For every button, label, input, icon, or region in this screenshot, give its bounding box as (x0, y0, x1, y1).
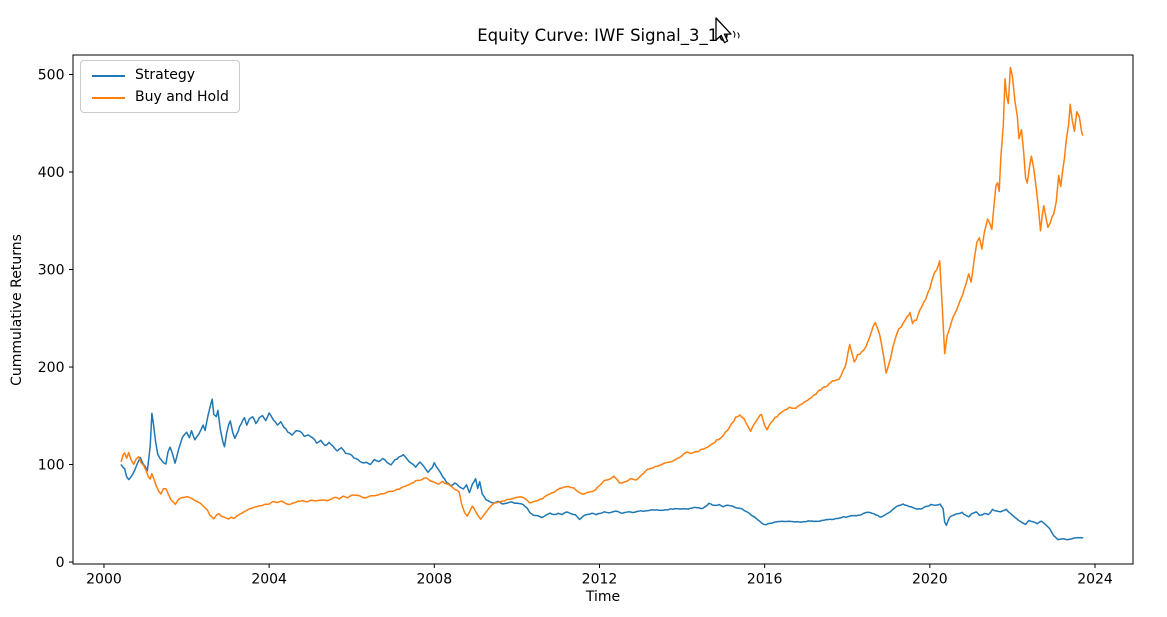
x-axis-label: Time (585, 589, 620, 605)
plot-frame (72, 54, 1134, 565)
legend-label-strategy: Strategy (135, 67, 195, 83)
x-tick-label-2000: 2000 (86, 572, 122, 588)
legend-item-buy-and-hold: Buy and Hold (92, 88, 229, 107)
y-tick-label-0: 0 (56, 555, 65, 571)
legend-item-strategy: Strategy (92, 66, 229, 85)
x-tick-label-2012: 2012 (582, 572, 618, 588)
x-tick-label-2024: 2024 (1077, 572, 1113, 588)
chart-title: Equity Curve: IWF Signal_3_10 (477, 26, 729, 46)
series-line-buy-and-hold (120, 66, 1084, 520)
x-tick-label-2016: 2016 (747, 572, 783, 588)
y-axis-label: Cummulative Returns (9, 234, 25, 386)
buy-and-hold-line-swatch (92, 96, 125, 99)
strategy-line-swatch (92, 74, 125, 77)
y-tick-label-100: 100 (38, 458, 65, 474)
y-tick-label-200: 200 (38, 360, 65, 376)
series-line-strategy (120, 398, 1084, 541)
x-tick-label-2020: 2020 (912, 572, 948, 588)
y-tick-label-400: 400 (38, 165, 65, 181)
x-tick-label-2004: 2004 (251, 572, 287, 588)
legend: Strategy Buy and Hold (80, 60, 240, 113)
legend-label-buy-and-hold: Buy and Hold (135, 89, 229, 105)
x-tick-label-2008: 2008 (416, 572, 452, 588)
y-tick-label-500: 500 (38, 68, 65, 84)
y-tick-label-300: 300 (38, 263, 65, 279)
